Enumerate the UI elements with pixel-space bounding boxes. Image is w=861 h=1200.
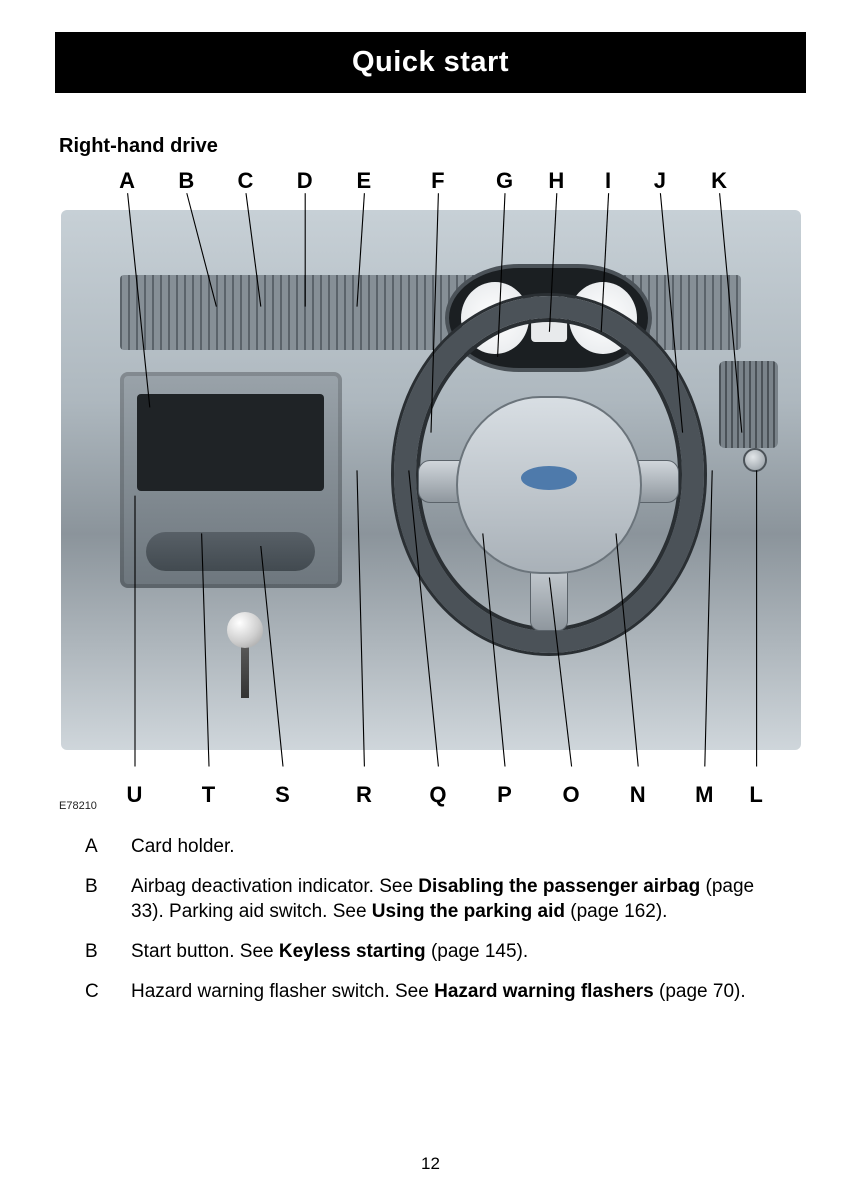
callout-bottom-M: M [695,782,713,808]
callout-bottom-Q: Q [429,782,446,808]
definition-row: ACard holder. [85,834,806,860]
definition-text: Airbag deactivation indicator. See Disab… [131,874,806,925]
definition-letter: A [85,834,131,860]
subheading: Right-hand drive [59,135,806,158]
definition-row: BAirbag deactivation indicator. See Disa… [85,874,806,925]
definition-list: ACard holder.BAirbag deactivation indica… [85,834,806,1004]
callout-bottom-U: U [127,782,143,808]
definition-row: BStart button. See Keyless starting (pag… [85,939,806,965]
callout-bottom-S: S [275,782,290,808]
definition-letter: B [85,939,131,965]
page-number: 12 [421,1154,440,1174]
definition-text: Hazard warning flasher switch. See Hazar… [131,979,806,1005]
definition-letter: B [85,874,131,925]
callout-bottom-O: O [563,782,580,808]
callout-bottom-P: P [497,782,512,808]
callout-bottom-N: N [630,782,646,808]
definition-letter: C [85,979,131,1005]
callout-bottom-T: T [202,782,215,808]
dashboard-diagram: ABCDEFGHIJK UTSRQPONML [61,168,801,798]
definition-text: Card holder. [131,834,806,860]
definition-row: CHazard warning flasher switch. See Haza… [85,979,806,1005]
title-bar: Quick start [55,32,806,93]
callout-bottom-L: L [749,782,762,808]
definition-text: Start button. See Keyless starting (page… [131,939,806,965]
page-title: Quick start [55,46,806,79]
callout-bottom-R: R [356,782,372,808]
